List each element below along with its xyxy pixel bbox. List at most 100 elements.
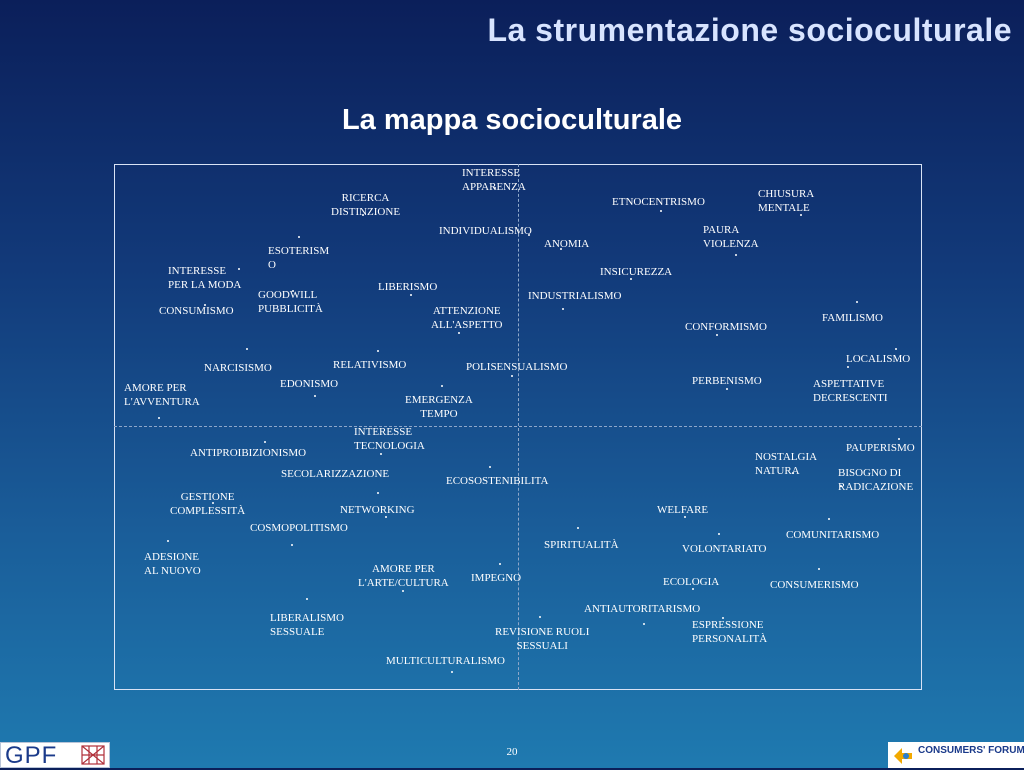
map-term: EDONISMO <box>280 378 339 390</box>
map-point <box>630 278 632 280</box>
map-point <box>306 598 308 600</box>
slide-header-title: La strumentazione socioculturale <box>487 12 1012 48</box>
map-term: PERBENISMO <box>692 375 762 387</box>
map-point <box>362 214 364 216</box>
map-point <box>167 540 169 542</box>
map-point <box>314 395 316 397</box>
map-point <box>511 375 513 377</box>
map-term: ECOLOGIA <box>663 576 720 588</box>
map-term: ETNOCENTRISMO <box>612 196 705 208</box>
map-term: RELATIVISMO <box>333 359 407 371</box>
map-term: VOLONTARIATO <box>682 543 767 555</box>
map-point <box>818 568 820 570</box>
map-term: ADESIONE AL NUOVO <box>144 551 201 577</box>
map-point <box>847 366 849 368</box>
map-term: CONFORMISMO <box>685 321 767 333</box>
map-point <box>212 502 214 504</box>
map-term: NOSTALGIA NATURA <box>755 451 818 477</box>
map-point <box>402 590 404 592</box>
map-point <box>577 527 579 529</box>
map-point <box>856 301 858 303</box>
map-term: ANOMIA <box>544 238 590 250</box>
gpf-logo-text: GPF <box>5 742 58 769</box>
map-term: EMERGENZA TEMPO <box>405 394 473 420</box>
map-term: ESOTERISM O <box>268 245 330 271</box>
map-point <box>264 441 266 443</box>
map-term: NETWORKING <box>340 504 415 516</box>
map-point <box>246 348 248 350</box>
map-title: La mappa socioculturale <box>341 104 683 136</box>
map-term: RICERCA DISTINZIONE <box>331 192 401 218</box>
map-term: PAUPERISMO <box>846 442 915 454</box>
map-point <box>158 417 160 419</box>
page-number: 20 <box>506 746 518 758</box>
map-point <box>560 248 562 250</box>
map-term: POLISENSUALISMO <box>466 361 568 373</box>
map-point <box>380 453 382 455</box>
map-point <box>735 254 737 256</box>
map-term: FAMILISMO <box>822 312 883 324</box>
map-term: ASPETTATIVE DECRESCENTI <box>813 378 888 404</box>
map-point <box>385 516 387 518</box>
map-point <box>377 492 379 494</box>
vertical-axis <box>518 164 519 690</box>
map-point <box>204 304 206 306</box>
map-term: INTERESSE PER LA MODA <box>168 265 242 291</box>
map-point <box>660 210 662 212</box>
consumers-forum-icon <box>894 748 912 764</box>
map-term: SPIRITUALITÀ <box>544 539 619 551</box>
map-point <box>298 236 300 238</box>
map-term: COMUNITARISMO <box>786 529 880 541</box>
map-term: MULTICULTURALISMO <box>386 655 505 667</box>
map-term: NARCISISMO <box>204 362 272 374</box>
map-point <box>684 516 686 518</box>
map-point <box>718 533 720 535</box>
map-term: LOCALISMO <box>846 353 911 365</box>
map-term: LIBERISMO <box>378 281 438 293</box>
consumers-forum-text: CONSUMERS' FORUM <box>918 745 1024 756</box>
horizontal-axis <box>114 426 922 427</box>
map-term: BISOGNO DI RADICAZIONE <box>838 467 914 493</box>
map-point <box>528 234 530 236</box>
map-term: ATTENZIONE ALL'ASPETTO <box>431 305 503 331</box>
map-point <box>722 617 724 619</box>
map-point <box>458 332 460 334</box>
gpf-grid-icon <box>81 745 105 765</box>
consumers-forum-logo: CONSUMERS' FORUM <box>888 742 1024 768</box>
map-term: LIBERALISMO SESSUALE <box>270 612 344 638</box>
map-point <box>895 348 897 350</box>
map-term: INTERESSE TECNOLOGIA <box>354 426 425 452</box>
map-term: AMORE PER L'AVVENTURA <box>124 382 200 408</box>
map-point <box>410 294 412 296</box>
map-term: INTERESSE APPARENZA <box>462 167 526 193</box>
map-term: ANTIAUTORITARISMO <box>584 603 701 615</box>
map-point <box>898 438 900 440</box>
map-point <box>716 334 718 336</box>
map-term: PAURA VIOLENZA <box>703 224 759 250</box>
map-point <box>539 616 541 618</box>
map-point <box>692 588 694 590</box>
map-point <box>489 466 491 468</box>
map-point <box>726 388 728 390</box>
map-term: ECOSOSTENIBILITA <box>446 475 549 487</box>
map-term: CHIUSURA MENTALE <box>758 188 815 214</box>
map-point <box>562 308 564 310</box>
map-term: INSICUREZZA <box>600 266 673 278</box>
map-term: CONSUMERISMO <box>770 579 859 591</box>
map-point <box>828 518 830 520</box>
map-term: CONSUMISMO <box>159 305 234 317</box>
map-term: INDIVIDUALISMO <box>439 225 532 237</box>
map-point <box>499 563 501 565</box>
map-term: AMORE PER L'ARTE/CULTURA <box>358 563 449 589</box>
map-term: WELFARE <box>657 504 709 516</box>
map-point <box>451 671 453 673</box>
map-term: ANTIPROIBIZIONISMO <box>190 447 307 459</box>
map-point <box>441 385 443 387</box>
map-term: ESPRESSIONE PERSONALITÀ <box>692 619 768 645</box>
map-term: INDUSTRIALISMO <box>528 290 622 302</box>
map-term: GOODWILL PUBBLICITÀ <box>258 289 323 315</box>
map-point <box>792 472 794 474</box>
map-point <box>377 350 379 352</box>
map-term: COSMOPOLITISMO <box>250 522 348 534</box>
map-point <box>840 485 842 487</box>
